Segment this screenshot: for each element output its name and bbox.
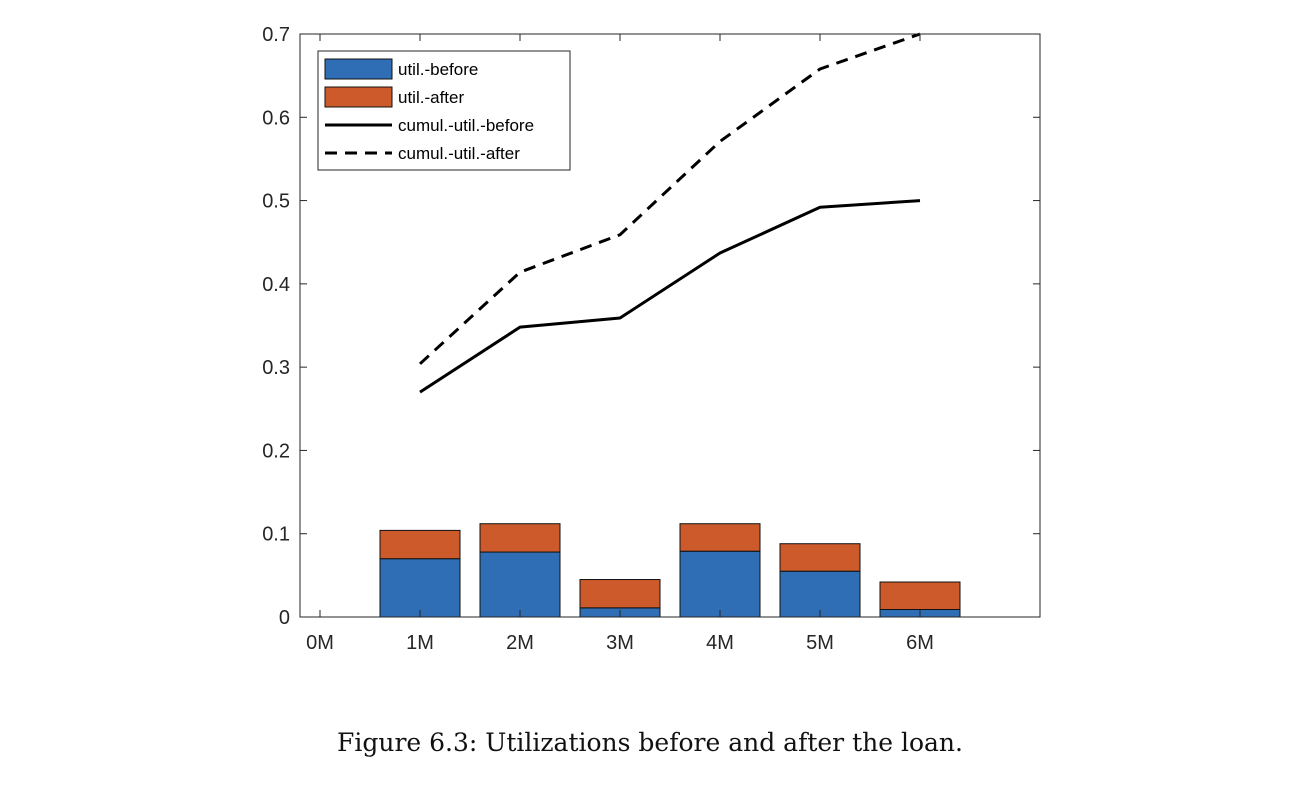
x-tick-label: 2M [506,632,534,654]
bar-util-before-2m [479,551,561,618]
y-tick-label: 0.6 [262,107,290,129]
y-tick-label: 0.2 [262,440,290,462]
bar-util-before-4m [679,550,761,618]
y-tick-label: 0.4 [262,274,290,296]
axes-box [299,33,1041,618]
x-tick-label: 5M [806,632,834,654]
y-tick-label: 0.7 [262,24,290,46]
figure-caption: Figure 6.3: Utilizations before and afte… [337,728,963,757]
axes-layer: 0 0.1 0.2 0.3 0.4 0.5 0.6 0.7 0M 1M 2M 3M 4M 5M 6M [262,24,1041,654]
lines-layer [418,32,921,394]
legend-label-util-after: util.-after [398,88,464,107]
legend-label-cumul-util-after: cumul.-util.-after [398,144,520,163]
legend-label-cumul-util-before: cumul.-util.-before [398,116,534,135]
y-tick-label: 0.5 [262,191,290,213]
bar-util-before-1m [379,558,461,618]
bar-util-after-2m [479,523,561,553]
bars-layer [379,523,961,618]
legend: util.-before util.-after cumul.-util.-befo… [317,50,571,171]
x-tick-label: 4M [706,632,734,654]
x-tick-label: 3M [606,632,634,654]
line-cumul-util-after [418,32,921,365]
legend-swatch-util-before [324,58,393,80]
x-tick-label: 6M [906,632,934,654]
y-tick-label: 0.1 [262,524,290,546]
x-tick-label: 0M [306,632,334,654]
bar-util-after-5m [779,543,861,572]
y-tick-label: 0 [279,607,290,629]
bar-util-after-6m [879,581,961,611]
bar-util-after-1m [379,529,461,560]
legend-label-util-before: util.-before [398,60,478,79]
x-tick-label: 1M [406,632,434,654]
line-cumul-util-before [419,199,921,394]
y-tick-label: 0.3 [262,357,290,379]
chart: 0 0.1 0.2 0.3 0.4 0.5 0.6 0.7 0M 1M 2M 3M 4M 5M 6M uti… [262,24,1041,654]
bar-util-after-3m [579,579,661,609]
legend-swatch-util-after [324,86,393,108]
bar-util-after-4m [679,523,761,552]
